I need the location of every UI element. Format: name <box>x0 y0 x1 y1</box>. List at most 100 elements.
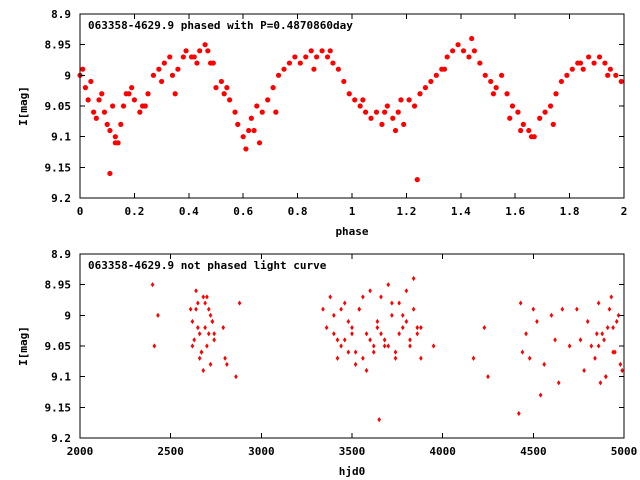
chart1-x-tick-label: 2000 <box>67 445 94 458</box>
chart0-point <box>518 127 524 134</box>
chart0-point <box>218 78 225 85</box>
chart0-point <box>618 78 624 85</box>
chart1-point <box>431 343 436 349</box>
chart0-point <box>602 60 608 66</box>
chart1-x-tick-label: 3000 <box>248 445 275 458</box>
chart1-point <box>192 337 197 343</box>
chart1-point <box>364 367 369 374</box>
chart0-point <box>433 72 439 78</box>
chart1-point <box>604 374 608 380</box>
chart1-point <box>553 337 557 343</box>
chart1-point <box>342 300 347 306</box>
chart1-point <box>524 331 528 337</box>
chart0-point <box>107 170 113 177</box>
chart1-y-axis-label: I[mag] <box>17 326 30 366</box>
chart0-point <box>455 42 461 48</box>
chart0-point <box>161 60 167 66</box>
chart0-point <box>227 97 233 103</box>
chart0-point <box>183 48 189 54</box>
chart0-y-tick-label: 9.05 <box>45 100 72 113</box>
chart0-point <box>194 60 200 66</box>
chart0-point <box>613 72 619 78</box>
chart1-point <box>225 361 229 367</box>
chart0-point <box>137 109 143 115</box>
chart1-point <box>582 367 586 374</box>
chart0-point <box>311 66 317 72</box>
chart1-y-tick-label: 9.1 <box>51 371 71 384</box>
chart0-point <box>520 121 526 127</box>
chart0-point <box>159 78 165 85</box>
chart1-point <box>190 343 195 349</box>
chart1-point <box>404 288 409 294</box>
chart1-x-tick-label: 5000 <box>611 445 638 458</box>
chart0-x-tick-label: 2 <box>621 205 628 218</box>
chart1-point <box>324 325 329 331</box>
chart1-point <box>393 355 398 361</box>
chart0-point <box>175 66 181 72</box>
chart0-point <box>352 97 358 103</box>
chart1-point <box>542 361 547 367</box>
chart0-point <box>469 35 475 42</box>
chart1-point <box>408 337 412 343</box>
chart1-point <box>386 282 391 288</box>
chart1-point <box>339 343 343 349</box>
chart0-x-tick-label: 0.6 <box>233 205 253 218</box>
chart1-point <box>350 325 354 331</box>
chart1-point <box>206 331 211 337</box>
chart0-plot-frame <box>79 13 625 199</box>
chart1-x-tick-label: 4000 <box>429 445 456 458</box>
chart0-point <box>528 134 535 140</box>
chart0-point <box>197 48 203 54</box>
chart0-point <box>286 60 293 66</box>
chart1-point <box>609 294 614 300</box>
chart1-point <box>203 325 207 331</box>
chart1-point <box>199 349 204 355</box>
chart0-point <box>169 72 176 78</box>
chart0-point <box>99 91 105 97</box>
chart1-point <box>188 306 193 312</box>
chart1-point <box>353 349 358 355</box>
chart0-point <box>460 48 467 54</box>
chart1-point <box>595 331 599 337</box>
chart0-point <box>550 121 556 127</box>
phased-light-curve-panel: 0 0.2 0.4 0.6 0.8 1 1.2 1.4 1.6 1.8 2 8.9 8.95 9 9.05 9… <box>17 8 627 238</box>
chart0-point <box>335 66 341 72</box>
chart1-point <box>221 325 226 331</box>
chart1-point <box>205 294 209 300</box>
chart0-points <box>77 35 624 183</box>
chart1-point <box>223 355 227 361</box>
chart0-point <box>246 127 252 134</box>
chart0-point <box>251 127 257 134</box>
chart0-point <box>91 109 97 115</box>
chart0-point <box>507 115 513 121</box>
chart0-point <box>275 72 282 78</box>
chart1-point <box>596 300 601 306</box>
chart0-point <box>314 54 320 60</box>
chart0-point <box>80 66 86 72</box>
chart0-point <box>390 115 396 121</box>
chart1-point <box>520 349 525 355</box>
chart1-point <box>415 325 420 331</box>
chart1-point <box>575 306 579 312</box>
chart0-point <box>150 72 157 78</box>
chart0-point <box>235 121 241 127</box>
chart0-point <box>303 54 309 60</box>
chart1-point <box>339 306 343 312</box>
chart0-point <box>515 109 521 115</box>
chart1-point <box>390 312 394 318</box>
chart1-point <box>593 355 597 361</box>
chart1-point <box>205 343 209 349</box>
chart1-point <box>364 331 369 337</box>
chart0-point <box>123 91 129 97</box>
chart0-point <box>265 97 271 103</box>
chart0-point <box>363 109 369 115</box>
chart1-point <box>611 349 615 355</box>
chart1-point <box>156 312 160 318</box>
chart1-point <box>379 331 383 337</box>
chart0-point <box>504 91 510 97</box>
chart1-point <box>393 349 398 355</box>
chart1-x-tick-label: 2500 <box>157 445 184 458</box>
chart1-point <box>377 417 381 423</box>
chart0-point <box>93 115 99 121</box>
